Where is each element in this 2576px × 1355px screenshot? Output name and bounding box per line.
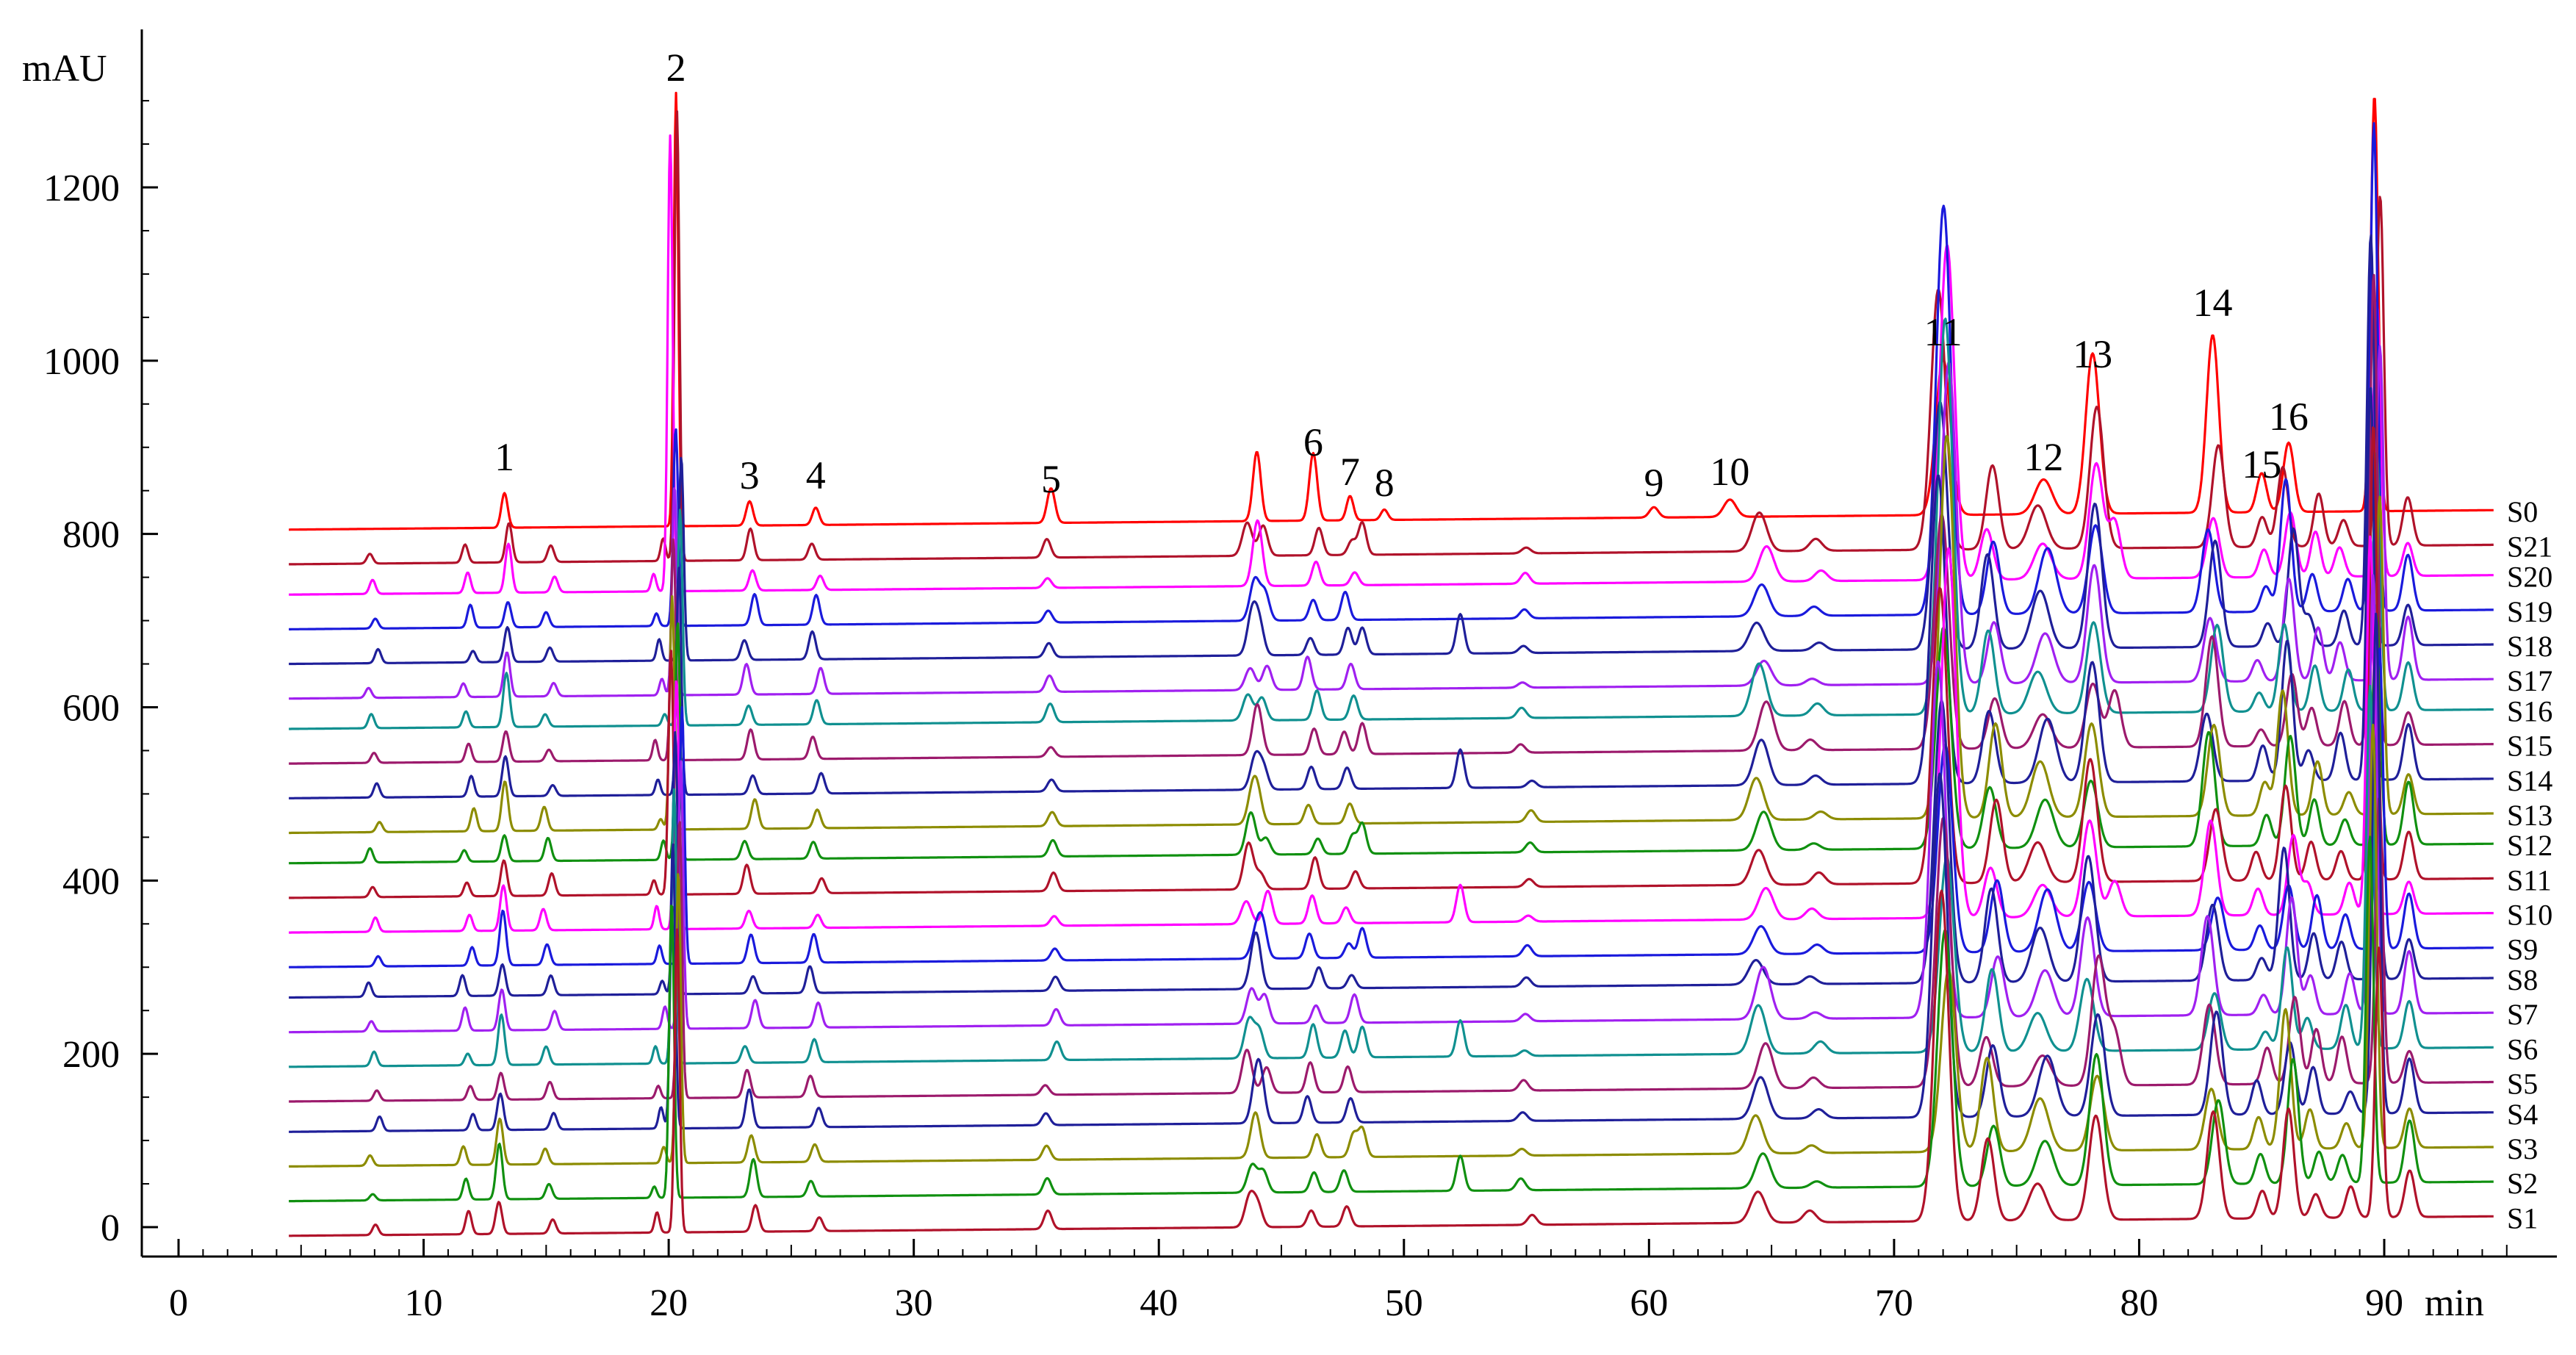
y-tick-label: 200 xyxy=(62,1034,120,1076)
series-label-s21: S21 xyxy=(2507,530,2552,563)
series-label-s14: S14 xyxy=(2507,764,2552,797)
x-tick-label: 30 xyxy=(895,1282,933,1324)
trace-s21 xyxy=(288,110,2494,566)
peak-label-7: 7 xyxy=(1340,450,1360,494)
series-label-s2: S2 xyxy=(2507,1167,2538,1200)
peak-label-13: 13 xyxy=(2073,332,2112,376)
peak-label-10: 10 xyxy=(1710,450,1749,494)
y-tick-label: 1200 xyxy=(43,168,120,209)
trace-s12 xyxy=(288,603,2494,865)
y-tick-label: 800 xyxy=(62,514,120,556)
x-tick-label: 0 xyxy=(169,1282,188,1324)
trace-s19 xyxy=(288,122,2494,630)
labels-group: S0S21S20S19S18S17S16S15S14S13S12S11S10S9… xyxy=(494,46,2552,1234)
peak-label-11: 11 xyxy=(1924,310,1962,354)
peak-label-4: 4 xyxy=(806,453,826,497)
peak-label-3: 3 xyxy=(740,453,760,497)
trace-s14 xyxy=(288,387,2494,799)
peak-label-9: 9 xyxy=(1644,461,1664,505)
trace-s15 xyxy=(288,273,2494,765)
series-label-s20: S20 xyxy=(2507,561,2552,594)
peak-label-2: 2 xyxy=(666,46,686,90)
series-label-s17: S17 xyxy=(2507,664,2552,697)
peak-label-16: 16 xyxy=(2269,395,2309,439)
x-tick-label: 90 xyxy=(2365,1282,2403,1324)
traces-group xyxy=(288,91,2494,1237)
series-label-s0: S0 xyxy=(2507,495,2538,528)
trace-s11 xyxy=(288,426,2494,899)
series-label-s18: S18 xyxy=(2507,630,2552,663)
peak-label-12: 12 xyxy=(2023,435,2063,479)
peak-label-15: 15 xyxy=(2242,442,2281,486)
series-label-s3: S3 xyxy=(2507,1132,2538,1165)
trace-s0 xyxy=(288,91,2494,531)
trace-s8 xyxy=(288,699,2494,999)
axes-group: 0 200 400 600 800 1000 1200 mAU 0 10 20 30 40 50 60 70 8… xyxy=(22,29,2557,1324)
x-tick-label: 20 xyxy=(650,1282,688,1324)
trace-s4 xyxy=(288,612,2494,1133)
peak-label-1: 1 xyxy=(494,435,514,479)
series-label-s7: S7 xyxy=(2507,998,2538,1031)
trace-s5 xyxy=(288,797,2494,1103)
trace-s9 xyxy=(288,647,2494,968)
x-tick-label: 40 xyxy=(1140,1282,1178,1324)
x-tick-label: 50 xyxy=(1385,1282,1423,1324)
y-tick-label: 0 xyxy=(101,1207,120,1249)
trace-s6 xyxy=(288,684,2494,1068)
series-label-s6: S6 xyxy=(2507,1032,2538,1065)
x-tick-label: 70 xyxy=(1875,1282,1913,1324)
peak-label-6: 6 xyxy=(1303,420,1323,464)
trace-s16 xyxy=(288,317,2494,730)
peak-label-14: 14 xyxy=(2193,281,2233,325)
series-label-s9: S9 xyxy=(2507,933,2538,966)
series-label-s5: S5 xyxy=(2507,1067,2538,1100)
series-label-s10: S10 xyxy=(2507,899,2552,932)
series-label-s1: S1 xyxy=(2507,1201,2538,1234)
series-label-s19: S19 xyxy=(2507,595,2552,628)
trace-s3 xyxy=(288,723,2494,1168)
series-label-s13: S13 xyxy=(2507,799,2552,832)
peak-label-8: 8 xyxy=(1375,461,1395,505)
trace-s13 xyxy=(288,435,2494,835)
series-label-s8: S8 xyxy=(2507,963,2538,996)
series-label-s15: S15 xyxy=(2507,730,2552,763)
x-axis-label: min xyxy=(2425,1282,2484,1324)
peak-label-5: 5 xyxy=(1041,457,1061,501)
y-tick-label: 600 xyxy=(62,688,120,730)
trace-s10 xyxy=(288,535,2494,934)
trace-s2 xyxy=(288,835,2494,1203)
trace-s7 xyxy=(288,574,2494,1034)
series-label-s12: S12 xyxy=(2507,829,2552,862)
x-tick-label: 10 xyxy=(405,1282,443,1324)
series-label-s16: S16 xyxy=(2507,694,2552,727)
x-tick-label: 80 xyxy=(2120,1282,2158,1324)
trace-s20 xyxy=(288,134,2494,596)
x-tick-label: 60 xyxy=(1630,1282,1668,1324)
y-tick-label: 1000 xyxy=(43,341,120,383)
series-label-s11: S11 xyxy=(2507,863,2552,896)
y-axis-label: mAU xyxy=(22,48,107,90)
y-tick-label: 400 xyxy=(62,860,120,902)
trace-s17 xyxy=(288,345,2494,700)
trace-s1 xyxy=(288,889,2494,1237)
series-label-s4: S4 xyxy=(2507,1098,2538,1131)
trace-s18 xyxy=(288,234,2494,666)
